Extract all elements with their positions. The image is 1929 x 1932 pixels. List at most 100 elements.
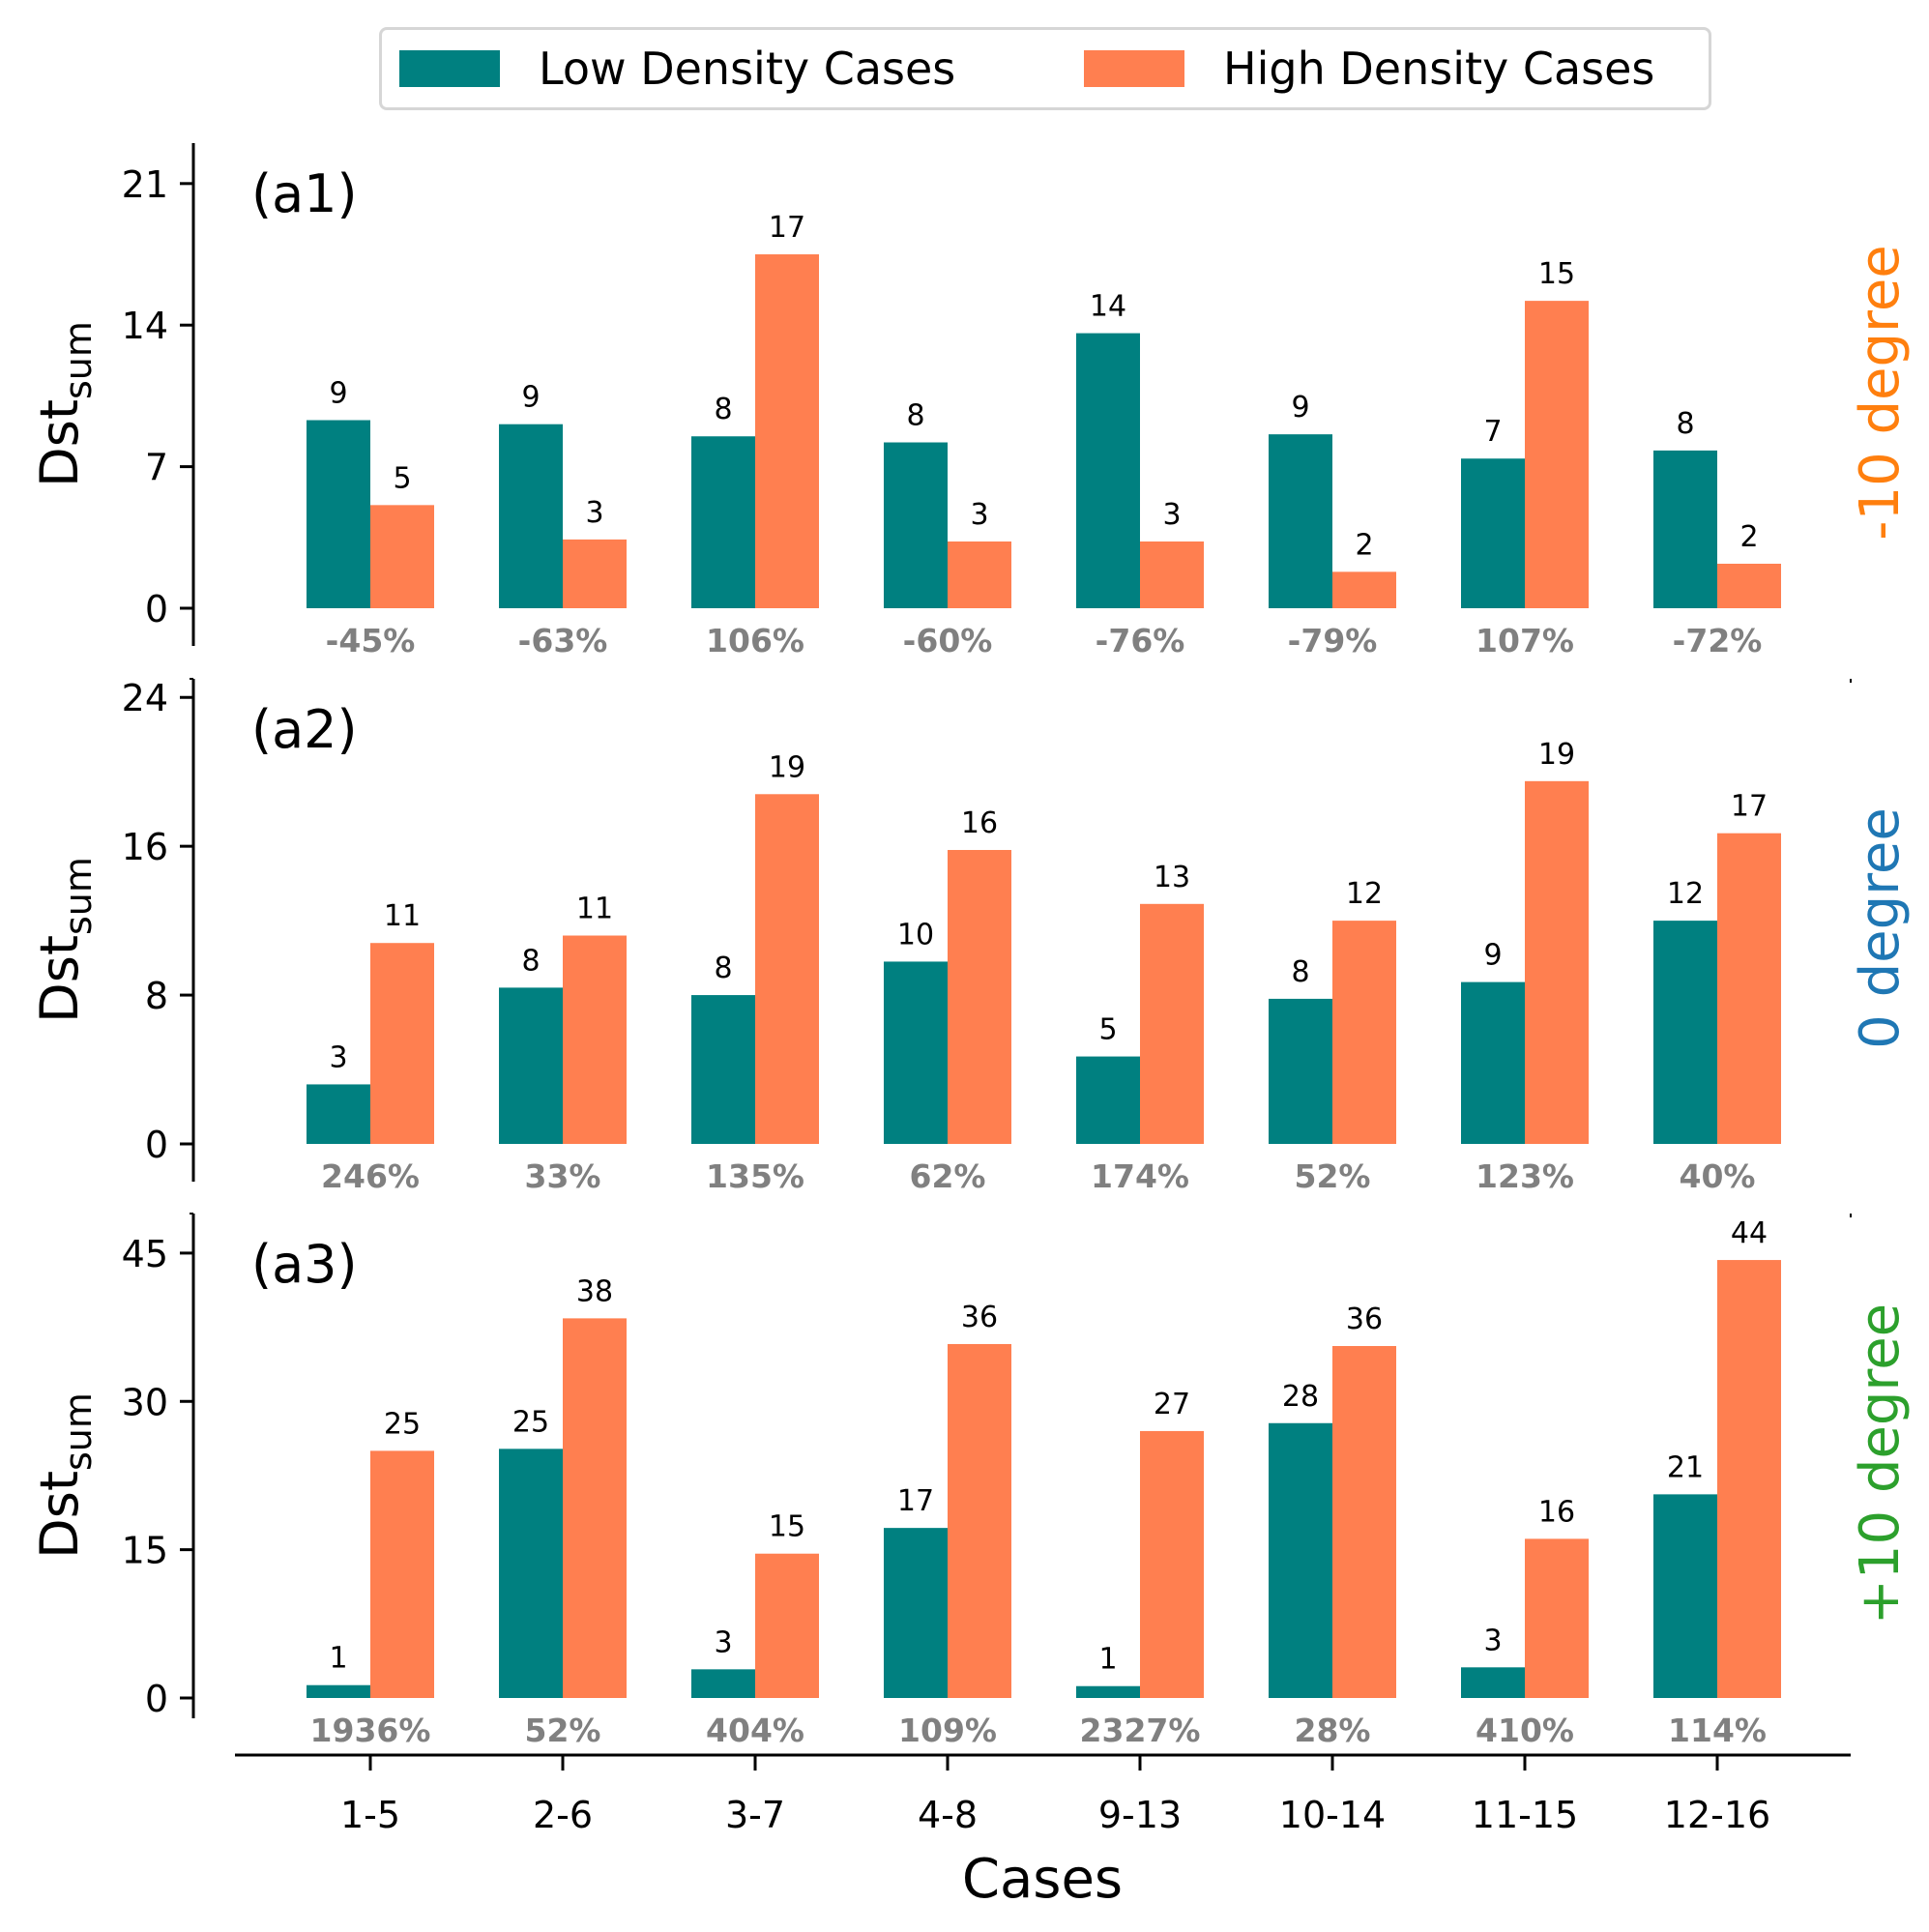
bar-low [1076, 1056, 1140, 1144]
panel-tag: (a3) [251, 1234, 358, 1295]
percent-change-label: 52% [1295, 1157, 1371, 1195]
x-tick-label: 12-16 [1664, 1794, 1770, 1836]
value-label-high: 5 [393, 461, 411, 495]
y-axis-label-main: Dst [29, 935, 90, 1023]
value-label-high: 12 [1346, 877, 1383, 911]
y-tick-label: 45 [122, 1233, 168, 1275]
percent-change-label: 40% [1680, 1157, 1756, 1195]
bar-low [1653, 450, 1717, 608]
bar-high [563, 935, 627, 1144]
value-label-low: 8 [1291, 955, 1309, 989]
bar-low [499, 1449, 563, 1698]
value-label-low: 8 [1676, 407, 1694, 441]
value-label-low: 25 [512, 1405, 549, 1439]
value-label-high: 11 [576, 893, 613, 926]
legend-label-low: Low Density Cases [539, 43, 956, 95]
x-tick-label: 3-7 [725, 1794, 785, 1836]
percent-change-label: 62% [910, 1157, 986, 1195]
panel-tag: (a1) [251, 163, 358, 224]
value-label-low: 10 [897, 918, 934, 951]
x-tick-label: 9-13 [1098, 1794, 1182, 1836]
bar-low [1076, 1685, 1140, 1698]
y-tick-label: 8 [145, 975, 168, 1017]
percent-change-label: -63% [518, 622, 608, 659]
value-label-low: 8 [521, 944, 540, 978]
x-tick-label: 4-8 [918, 1794, 978, 1836]
bar-low [884, 1528, 948, 1698]
y-tick-label: 0 [145, 1124, 168, 1166]
y-tick-label: 30 [122, 1381, 168, 1423]
value-label-low: 9 [1291, 391, 1309, 424]
bar-high [755, 1553, 819, 1698]
bar-high [1140, 1430, 1204, 1698]
bar-high [1140, 903, 1204, 1144]
x-tick-label: 11-15 [1472, 1794, 1578, 1836]
y-tick-label: 15 [122, 1530, 168, 1572]
x-tick-label: 10-14 [1279, 1794, 1386, 1836]
bar-high [948, 541, 1011, 608]
y-tick-label: 0 [145, 1678, 168, 1720]
value-label-low: 1 [1098, 1643, 1117, 1677]
percent-change-label: 107% [1476, 622, 1574, 659]
y-axis-label-sub: sum [57, 857, 100, 935]
panel-tag: (a2) [251, 699, 358, 760]
bar-high [755, 254, 819, 608]
percent-change-label: -76% [1096, 622, 1185, 659]
value-label-low: 7 [1483, 415, 1502, 449]
value-label-high: 36 [1346, 1303, 1383, 1336]
bar-high [1332, 571, 1396, 608]
value-label-high: 36 [961, 1301, 998, 1334]
bar-high [948, 850, 1011, 1144]
bar-high [1332, 921, 1396, 1144]
bar-low [1461, 1667, 1525, 1698]
value-label-high: 13 [1154, 861, 1190, 894]
y-axis-label-main: Dst [29, 399, 90, 487]
bar-high [1332, 1346, 1396, 1698]
bar-low [1461, 458, 1525, 608]
y-tick-label: 21 [122, 163, 168, 206]
percent-change-label: 109% [898, 1712, 997, 1749]
y-tick-label: 16 [122, 826, 168, 868]
percent-change-label: -45% [326, 622, 416, 659]
bar-high [1525, 1538, 1589, 1698]
bar-high [1717, 833, 1781, 1144]
bar-low [307, 1684, 370, 1698]
value-label-high: 15 [1538, 257, 1575, 291]
value-label-low: 9 [521, 381, 540, 415]
percent-change-label: -60% [903, 622, 993, 659]
percent-change-label: 123% [1476, 1157, 1574, 1195]
percent-change-label: 52% [525, 1712, 601, 1749]
value-label-low: 21 [1667, 1450, 1704, 1484]
value-label-high: 25 [384, 1407, 421, 1441]
value-label-high: 19 [769, 750, 805, 784]
bar-high [1525, 780, 1589, 1144]
y-tick-label: 14 [122, 305, 168, 347]
value-label-low: 14 [1090, 290, 1126, 324]
percent-change-label: 28% [1295, 1712, 1371, 1749]
value-label-low: 3 [714, 1625, 732, 1659]
legend-swatch-low [399, 50, 500, 87]
side-label: -10 degree [1849, 245, 1912, 541]
bar-low [691, 995, 755, 1144]
percent-change-label: 404% [706, 1712, 804, 1749]
value-label-low: 8 [906, 399, 924, 433]
bar-high [370, 505, 434, 608]
y-tick-label: 7 [145, 447, 168, 489]
bar-high [1525, 301, 1589, 608]
value-label-low: 8 [714, 951, 732, 985]
value-label-low: 9 [329, 377, 347, 411]
bar-low [1653, 921, 1717, 1144]
bar-high [755, 794, 819, 1144]
value-label-high: 16 [1538, 1495, 1575, 1529]
bar-high [1717, 563, 1781, 608]
y-axis-label: Dstsum [29, 857, 100, 1023]
percent-change-label: 174% [1091, 1157, 1189, 1195]
bar-low [884, 961, 948, 1144]
value-label-high: 17 [769, 211, 805, 245]
value-label-high: 3 [970, 498, 988, 532]
bar-high [1140, 541, 1204, 608]
bar-low [1461, 981, 1525, 1144]
value-label-low: 8 [714, 393, 732, 426]
x-tick-label: 2-6 [533, 1794, 593, 1836]
value-label-high: 27 [1154, 1388, 1190, 1421]
